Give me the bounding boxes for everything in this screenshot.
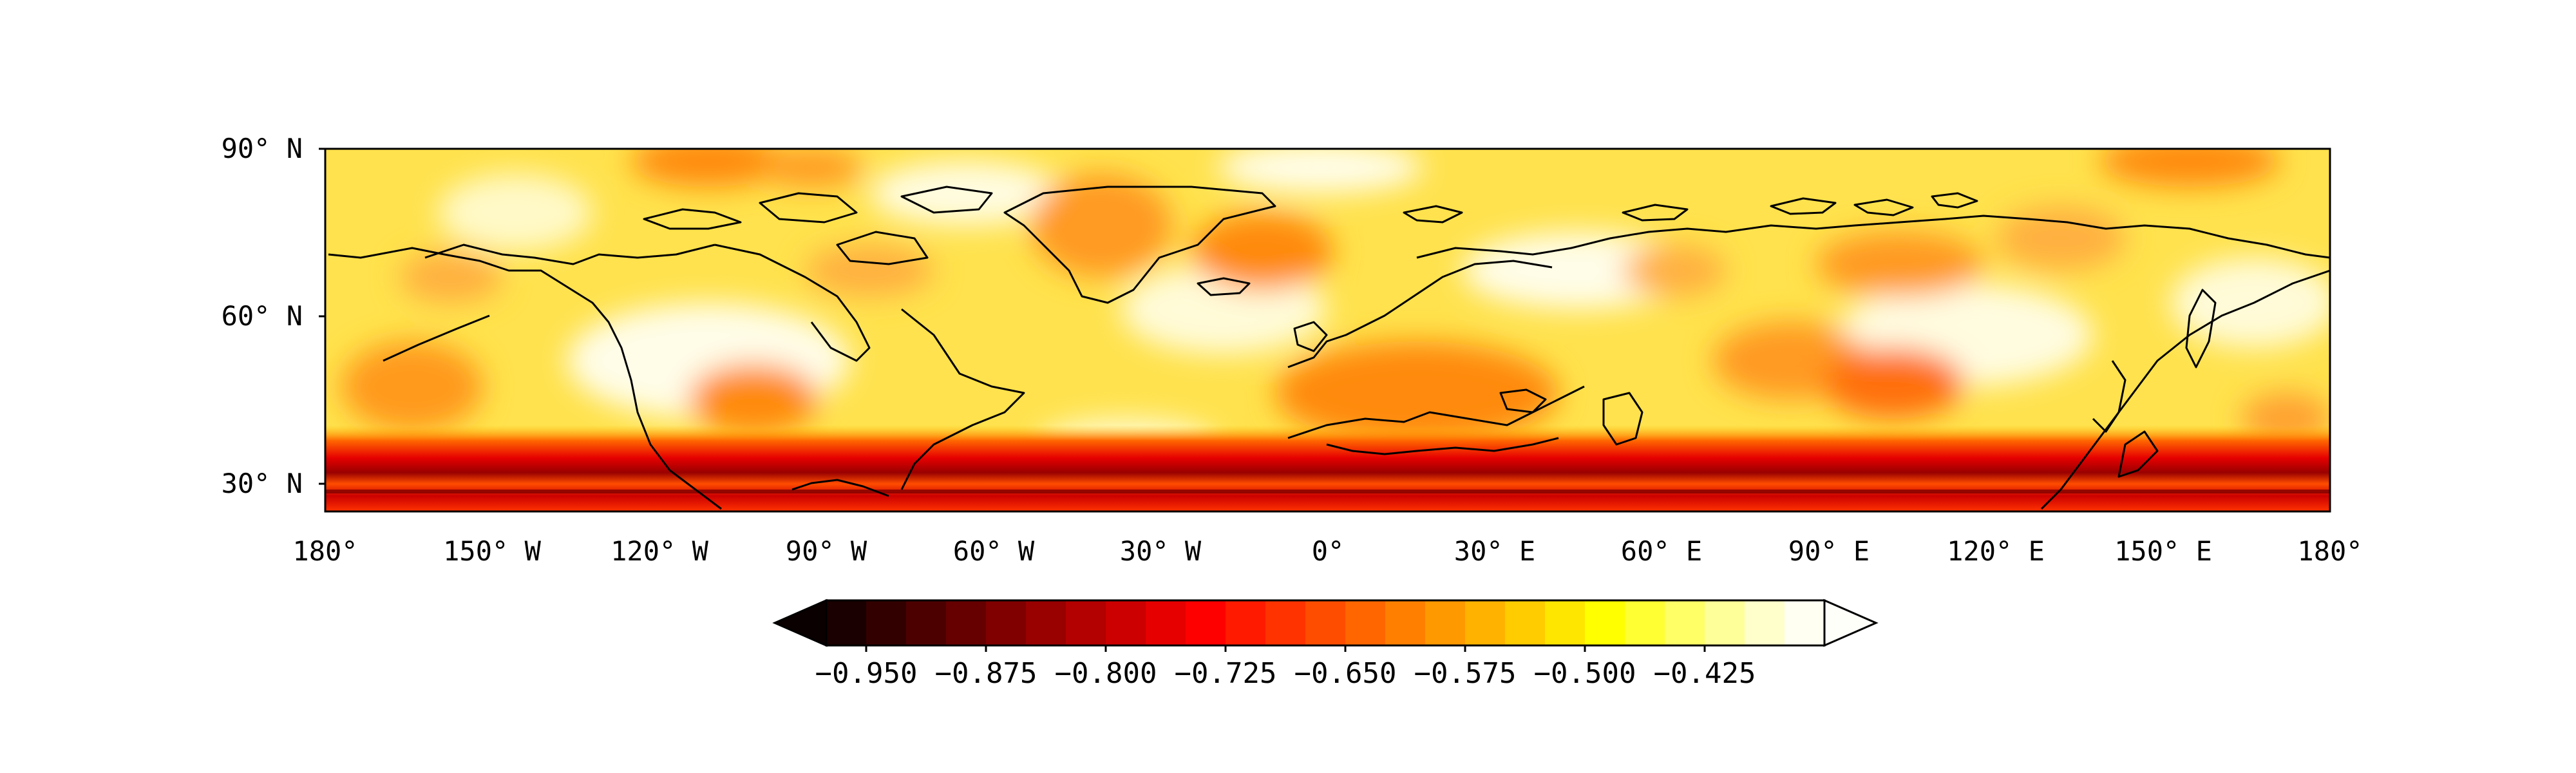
colorbar-segment (1146, 600, 1186, 645)
colorbar-segment (1665, 600, 1705, 645)
lon-tick-label: 150° E (2114, 535, 2212, 567)
lon-tick-label: 120° E (1947, 535, 2045, 567)
lon-tick-label: 180° (2297, 535, 2362, 567)
map-frame (324, 148, 2331, 513)
colorbar-segment (1465, 600, 1506, 645)
colorbar-segment (1305, 600, 1346, 645)
colorbar-ticks: −0.950 −0.875 −0.800 −0.725 −0.650 −0.575 −0.5… (815, 645, 1756, 690)
colorbar-segment (1505, 600, 1546, 645)
lat-tick-label: 90° N (222, 133, 303, 164)
colorbar-tick-label: −0.425 (1654, 657, 1756, 690)
lon-tick-label: 60° W (953, 535, 1035, 567)
colorbar-tick-label: −0.575 (1414, 657, 1517, 690)
lon-tick-label: 30° E (1454, 535, 1535, 567)
colorbar-segment (1705, 600, 1745, 645)
lon-tick-label: 180° (292, 535, 357, 567)
colorbar-tick-label: −0.950 (815, 657, 918, 690)
lon-tick-label: 90° E (1788, 535, 1870, 567)
colorbar-segment (1106, 600, 1146, 645)
colorbar-segment (826, 600, 867, 645)
colorbar-segment (906, 600, 947, 645)
colorbar-segment (1785, 600, 1825, 645)
lat-tick-label: 60° N (222, 300, 303, 332)
lon-tick-label: 90° W (786, 535, 867, 567)
colorbar-tick-label: −0.650 (1294, 657, 1397, 690)
colorbar: −0.950 −0.875 −0.800 −0.725 −0.650 −0.575 −0.5… (772, 598, 1879, 690)
colorbar-tick-label: −0.500 (1534, 657, 1636, 690)
colorbar-segment (1186, 600, 1226, 645)
colorbar-segment (1545, 600, 1586, 645)
lon-tick-label: 60° E (1621, 535, 1702, 567)
lon-tick-label: 0° (1312, 535, 1345, 567)
colorbar-tick-label: −0.725 (1175, 657, 1277, 690)
colorbar-segment (1066, 600, 1106, 645)
map-field (325, 149, 2330, 511)
colorbar-frame (825, 599, 1826, 647)
colorbar-tick-label: −0.800 (1055, 657, 1157, 690)
lon-tick-label: 150° W (443, 535, 541, 567)
lat-tick-label: 30° N (222, 468, 303, 499)
colorbar-segment (1585, 600, 1625, 645)
colorbar-tick-label: −0.875 (935, 657, 1037, 690)
colorbar-segment (1745, 600, 1785, 645)
lon-tick-label: 30° W (1120, 535, 1202, 567)
colorbar-segment (1625, 600, 1665, 645)
colorbar-segment (1265, 600, 1306, 645)
colorbar-segment (1026, 600, 1066, 645)
lon-tick-label: 120° W (611, 535, 708, 567)
colorbar-segments (826, 600, 1825, 645)
colorbar-segment (1226, 600, 1266, 645)
colorbar-segment (946, 600, 987, 645)
colorbar-segment (1345, 600, 1386, 645)
latitude-axis: 90° N 60° N 30° N (222, 133, 325, 499)
colorbar-over-arrow (1823, 598, 1879, 647)
colorbar-segment (1385, 600, 1426, 645)
colorbar-segment (986, 600, 1027, 645)
longitude-axis: 180° 150° W 120° W 90° W 60° W 30° W 0° … (292, 535, 2362, 567)
colorbar-segment (866, 600, 907, 645)
coastlines (328, 186, 2330, 510)
colorbar-under-arrow (772, 598, 828, 647)
colorbar-segment (1425, 600, 1466, 645)
